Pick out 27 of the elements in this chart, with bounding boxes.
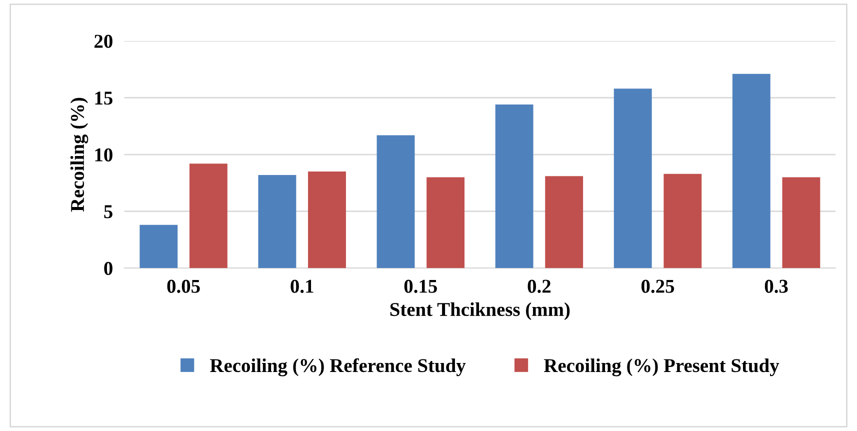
bar — [614, 88, 652, 268]
x-tick-label: 0.25 — [641, 280, 674, 293]
x-tick-label: 0.15 — [404, 280, 437, 293]
bar — [308, 172, 346, 268]
legend-label: Recoiling (%) Reference Study — [210, 358, 466, 376]
bar — [426, 177, 465, 268]
bar — [376, 135, 415, 268]
x-axis-title: Stent Thcikness (mm) — [390, 302, 570, 320]
bar — [545, 176, 584, 268]
x-tick-label: 0.3 — [764, 280, 788, 293]
x-tick-label: 0.1 — [290, 280, 314, 293]
x-tick-label: 0.2 — [528, 280, 551, 293]
legend-label: Recoiling (%) Present Study — [544, 358, 780, 376]
y-axis-title: Recoiling (%) — [70, 98, 88, 212]
bar — [732, 74, 770, 268]
bar — [258, 174, 296, 268]
y-tick-label: 10 — [95, 148, 112, 162]
bar — [189, 164, 228, 268]
y-tick-label: 5 — [104, 205, 112, 218]
y-tick-label: 20 — [94, 34, 112, 48]
bar — [664, 174, 702, 268]
y-tick-label: 0 — [104, 262, 112, 276]
bar — [782, 177, 820, 268]
bar — [495, 104, 534, 268]
bar — [140, 224, 178, 268]
y-tick-label: 15 — [95, 92, 112, 105]
x-tick-label: 0.05 — [167, 280, 200, 293]
